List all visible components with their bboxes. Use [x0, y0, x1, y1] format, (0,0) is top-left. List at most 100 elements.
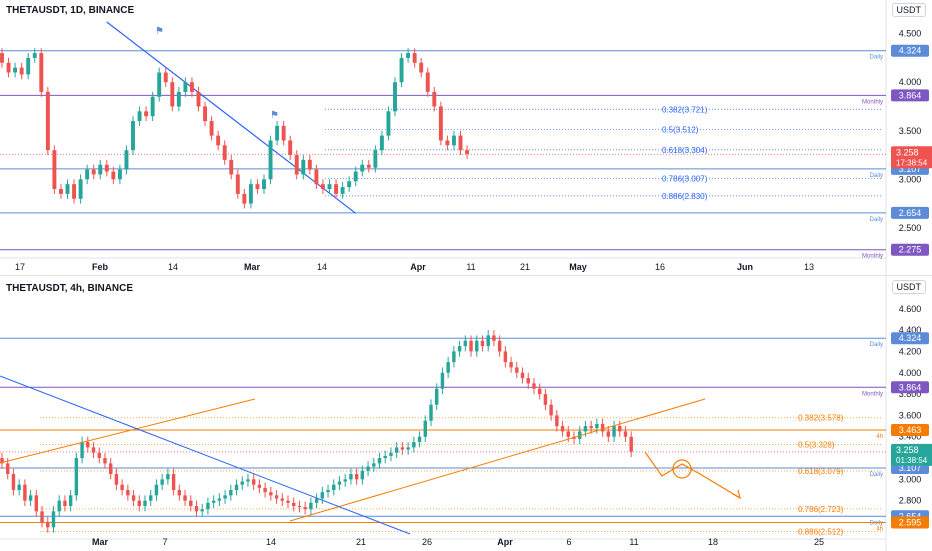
candle-body — [429, 404, 433, 421]
4h-chart-pane[interactable]: 4.6004.4004.2004.0003.8003.6003.4003.200… — [0, 275, 932, 551]
daily-chart-pane[interactable]: 4.500 4.000 3.500 3.000 2.500 17 Feb 14 Mar 14 Apr… — [0, 0, 932, 275]
candle-body — [255, 184, 260, 190]
fib-level-label: 0.618(3.079) — [798, 467, 844, 476]
candle-body — [263, 487, 267, 493]
currency-button[interactable]: USDT — [891, 3, 926, 17]
candle-body — [469, 340, 473, 352]
candle-body — [340, 187, 345, 194]
key-level-badge — [891, 516, 929, 529]
price-tick-label: 3.600 — [899, 410, 922, 420]
candle-body — [549, 404, 553, 416]
candle-body — [475, 340, 479, 352]
candle-body — [170, 82, 175, 107]
time-tick-label: 17 — [15, 262, 25, 272]
candle-body — [91, 447, 96, 453]
key-level-badge — [891, 243, 929, 256]
candle-body — [160, 479, 164, 485]
candle-body — [543, 394, 548, 405]
candle-body — [126, 490, 130, 496]
candle-body — [303, 507, 307, 510]
key-level-tag: Daily — [870, 472, 883, 478]
key-level-badge — [891, 44, 929, 57]
candle-body — [235, 174, 240, 194]
candle-body — [97, 452, 101, 459]
candle-body — [229, 490, 233, 496]
target-circle — [672, 459, 692, 479]
projection-path — [644, 451, 741, 499]
candle-body — [13, 67, 18, 73]
candle-body — [40, 511, 44, 523]
candle-body — [183, 495, 187, 501]
candle-body — [171, 474, 176, 491]
candle-body — [520, 372, 525, 379]
candle-body — [600, 423, 605, 432]
candle-body — [234, 484, 239, 491]
candle-body — [623, 431, 628, 437]
current-price-label: 3.258 — [896, 445, 919, 455]
candle-body — [612, 426, 616, 437]
candle-body — [68, 495, 73, 507]
candle-body — [46, 522, 50, 528]
candle-body — [163, 72, 168, 83]
candle-body — [389, 452, 393, 456]
time-tick-label: 18 — [708, 537, 718, 547]
price-tick-label: 3.400 — [899, 432, 922, 442]
projection-arrowhead — [732, 489, 741, 500]
daily-candlestick-chart[interactable]: 4.500 4.000 3.500 3.000 2.500 17 Feb 14 Mar 14 Apr… — [0, 0, 932, 275]
candle-body — [137, 500, 141, 507]
key-level-badge — [891, 381, 929, 394]
fib-level-label: 0.886(2.830) — [662, 192, 708, 201]
fib-level-label: 0.5(3.328) — [798, 440, 835, 449]
price-tick-label: 4.500 — [899, 29, 922, 39]
time-tick-label: 25 — [814, 537, 824, 547]
candle-body — [497, 340, 502, 352]
candle-body — [223, 495, 227, 499]
flag-marker-icon: ⚑ — [270, 110, 279, 121]
candle-body — [269, 492, 273, 496]
candle-body — [117, 169, 122, 180]
candle-body — [327, 184, 332, 190]
candle-body — [394, 447, 399, 453]
candle-body — [320, 492, 325, 499]
candle-body — [120, 484, 124, 491]
price-tick-label: 3.500 — [899, 126, 922, 136]
candle-body — [124, 150, 129, 170]
candle-body — [526, 378, 530, 384]
candle-body — [166, 474, 170, 480]
candle-body — [0, 53, 4, 63]
candle-body — [555, 415, 559, 427]
candle-body — [629, 436, 633, 452]
fib-level-label: 0.5(3.512) — [662, 126, 699, 135]
key-level-tag: 4h — [876, 527, 883, 533]
time-tick-label: May — [569, 262, 587, 272]
key-level-badge — [891, 206, 929, 219]
candle-body — [189, 500, 193, 507]
upper-channel-line — [0, 398, 256, 464]
candle-body — [189, 82, 194, 92]
candle-body — [149, 495, 153, 501]
currency-button[interactable]: USDT — [891, 280, 926, 294]
4h-candlestick-chart[interactable]: 4.6004.4004.2004.0003.8003.6003.4003.200… — [0, 276, 932, 551]
candle-body — [85, 169, 90, 180]
flag-marker-icon: ⚑ — [155, 26, 164, 37]
candle-body — [150, 96, 155, 117]
time-tick-label: 26 — [422, 537, 432, 547]
countdown-label: 01:38:54 — [896, 456, 928, 465]
fib-level-label: 0.786(2.723) — [798, 505, 844, 514]
candle-body — [240, 481, 244, 485]
price-tick-label: 3.800 — [899, 389, 922, 399]
candle-body — [262, 179, 266, 190]
candle-body — [353, 171, 358, 182]
candle-body — [80, 442, 84, 459]
candle-body — [143, 500, 147, 507]
candle-body — [618, 426, 622, 432]
candle-body — [246, 479, 250, 482]
candle-body — [183, 82, 188, 92]
candle-body — [343, 479, 347, 482]
candle-body — [63, 500, 67, 507]
candle-body — [91, 169, 96, 175]
candle-body — [595, 423, 599, 429]
time-tick-label: 21 — [356, 537, 366, 547]
candle-body — [229, 159, 234, 175]
candle-body — [200, 509, 204, 512]
